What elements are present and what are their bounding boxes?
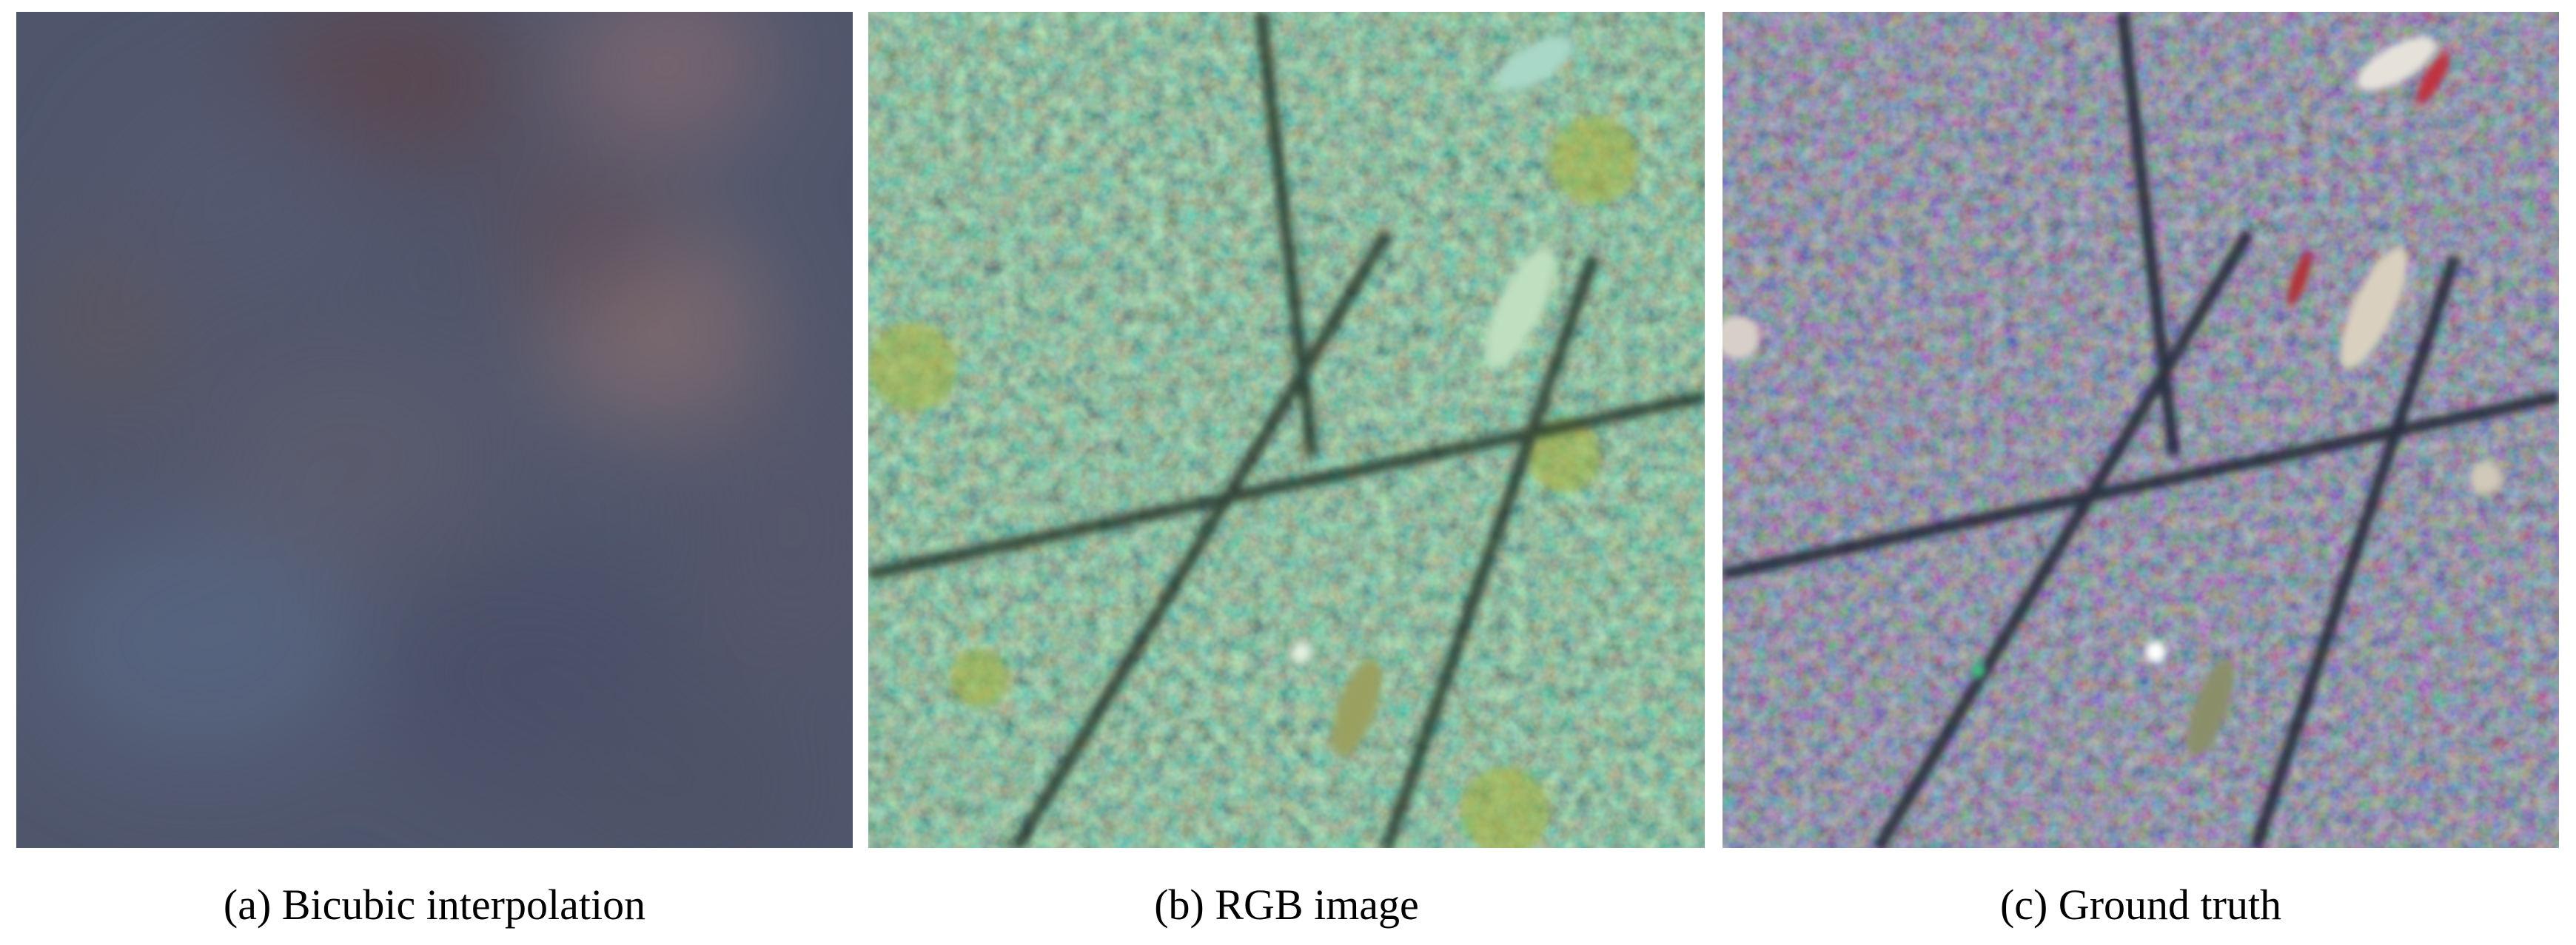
caption-ground-truth: (c) Ground truth [1999, 881, 2282, 929]
ground-truth-image [1723, 12, 2559, 848]
rgb-image [868, 12, 1705, 848]
caption-bicubic: (a) Bicubic interpolation [223, 881, 646, 929]
caption-rgb: (b) RGB image [1154, 881, 1419, 929]
bicubic-image [16, 12, 853, 848]
